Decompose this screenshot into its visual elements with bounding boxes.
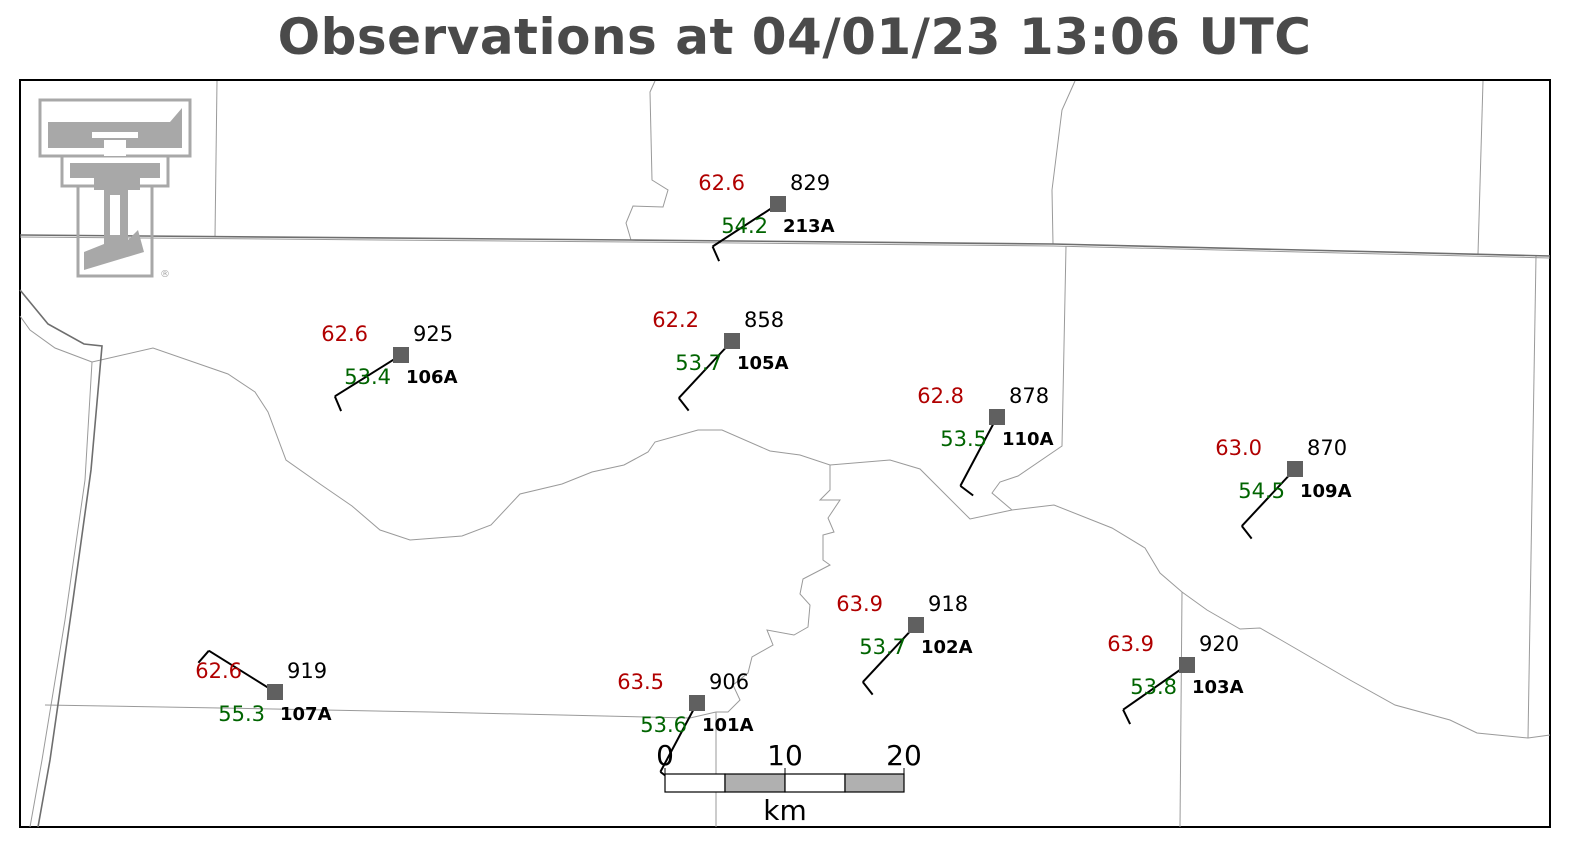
scale-tick-label: 20: [886, 739, 922, 772]
station-marker: [1179, 657, 1195, 673]
station-marker: [267, 684, 283, 700]
pressure-label: 919: [287, 659, 327, 683]
station-id-label: 103A: [1192, 677, 1244, 698]
page-title: Observations at 04/01/23 13:06 UTC: [277, 8, 1312, 66]
dewpoint-label: 53.7: [859, 635, 906, 659]
station-marker: [393, 347, 409, 363]
station-marker: [724, 333, 740, 349]
scale-tick-label: 10: [767, 739, 803, 772]
temperature-label: 62.6: [195, 659, 242, 683]
wind-barb-staff: [208, 649, 276, 693]
wind-barb-staff: [712, 203, 779, 248]
dewpoint-label: 54.2: [721, 214, 768, 238]
temperature-label: 62.2: [652, 308, 699, 332]
station-103a: 63.9 920 53.8 103A: [1107, 632, 1244, 725]
dewpoint-label: 53.4: [344, 365, 391, 389]
pressure-label: 858: [744, 308, 784, 332]
map-border: [19, 79, 1551, 828]
dewpoint-label: 55.3: [218, 702, 265, 726]
station-id-label: 101A: [702, 715, 754, 736]
station-id-label: 109A: [1300, 481, 1352, 502]
wind-barb-staff: [959, 416, 998, 487]
pressure-label: 920: [1199, 632, 1239, 656]
temperature-label: 63.0: [1215, 436, 1262, 460]
station-marker: [689, 695, 705, 711]
station-id-label: 213A: [783, 216, 835, 237]
scale-segment: [664, 773, 726, 793]
wind-barb-staff: [334, 354, 402, 398]
wind-barb-staff: [862, 624, 917, 683]
scale-tick-label: 0: [656, 739, 674, 772]
wind-barb-flag: [197, 650, 210, 664]
temperature-label: 63.5: [617, 670, 664, 694]
station-110a: 62.8 878 53.5 110A: [917, 384, 1054, 497]
station-marker: [1287, 461, 1303, 477]
temperature-label: 62.6: [698, 171, 745, 195]
pressure-label: 870: [1307, 436, 1347, 460]
station-id-label: 107A: [280, 704, 332, 725]
station-107a: 62.6 919 55.3 107A: [195, 649, 332, 726]
dewpoint-label: 53.7: [675, 351, 722, 375]
station-id-label: 102A: [921, 637, 973, 658]
dewpoint-label: 53.6: [640, 713, 687, 737]
station-id-label: 106A: [406, 367, 458, 388]
registered-mark: ®: [160, 269, 170, 280]
pressure-label: 829: [790, 171, 830, 195]
stations-layer: 62.6 829 54.2 213A 62.6 925 53.4 106A 62.2 858 53.…: [195, 171, 1352, 783]
wind-barb-staff: [1241, 468, 1296, 527]
scale-segment: [724, 773, 786, 793]
dewpoint-label: 53.5: [940, 427, 987, 451]
temperature-label: 63.9: [836, 592, 883, 616]
temperature-label: 63.9: [1107, 632, 1154, 656]
state-boundaries-inner: [19, 236, 1551, 828]
county-boundaries: [19, 80, 1551, 828]
station-101a: 63.5 906 53.6 101A: [617, 670, 754, 783]
station-213a: 62.6 829 54.2 213A: [698, 171, 835, 262]
wind-barb-flag: [678, 397, 690, 412]
wind-barb-flag: [862, 681, 874, 696]
station-106a: 62.6 925 53.4 106A: [321, 322, 458, 412]
station-marker: [989, 409, 1005, 425]
temperature-label: 62.6: [321, 322, 368, 346]
wind-barb-flag: [1241, 525, 1253, 540]
scale-unit-label: km: [763, 794, 807, 827]
pressure-label: 878: [1009, 384, 1049, 408]
scale-segment: [784, 773, 846, 793]
wind-barb-flag: [333, 395, 343, 412]
scale-segment: [844, 773, 905, 793]
station-id-label: 105A: [737, 353, 789, 374]
station-marker: [770, 196, 786, 212]
pressure-label: 918: [928, 592, 968, 616]
wind-barb-staff: [659, 702, 698, 773]
station-105a: 62.2 858 53.7 105A: [652, 308, 789, 412]
temperature-label: 62.8: [917, 384, 964, 408]
scale-bar: 0 10 20 km: [656, 739, 922, 827]
dewpoint-label: 54.5: [1238, 479, 1285, 503]
pressure-label: 906: [709, 670, 749, 694]
station-marker: [908, 617, 924, 633]
state-boundaries: [19, 234, 1551, 828]
double-t-logo: ®: [38, 98, 192, 280]
station-109a: 63.0 870 54.5 109A: [1215, 436, 1352, 540]
wind-barb-flag: [959, 485, 974, 497]
wind-barb-flag: [711, 246, 721, 262]
station-102a: 63.9 918 53.7 102A: [836, 592, 973, 696]
pressure-label: 925: [413, 322, 453, 346]
wind-barb-flag: [1122, 709, 1132, 725]
wind-barb-staff: [1122, 664, 1188, 711]
wind-barb-staff: [678, 340, 733, 399]
dewpoint-label: 53.8: [1130, 675, 1177, 699]
station-id-label: 110A: [1002, 429, 1054, 450]
